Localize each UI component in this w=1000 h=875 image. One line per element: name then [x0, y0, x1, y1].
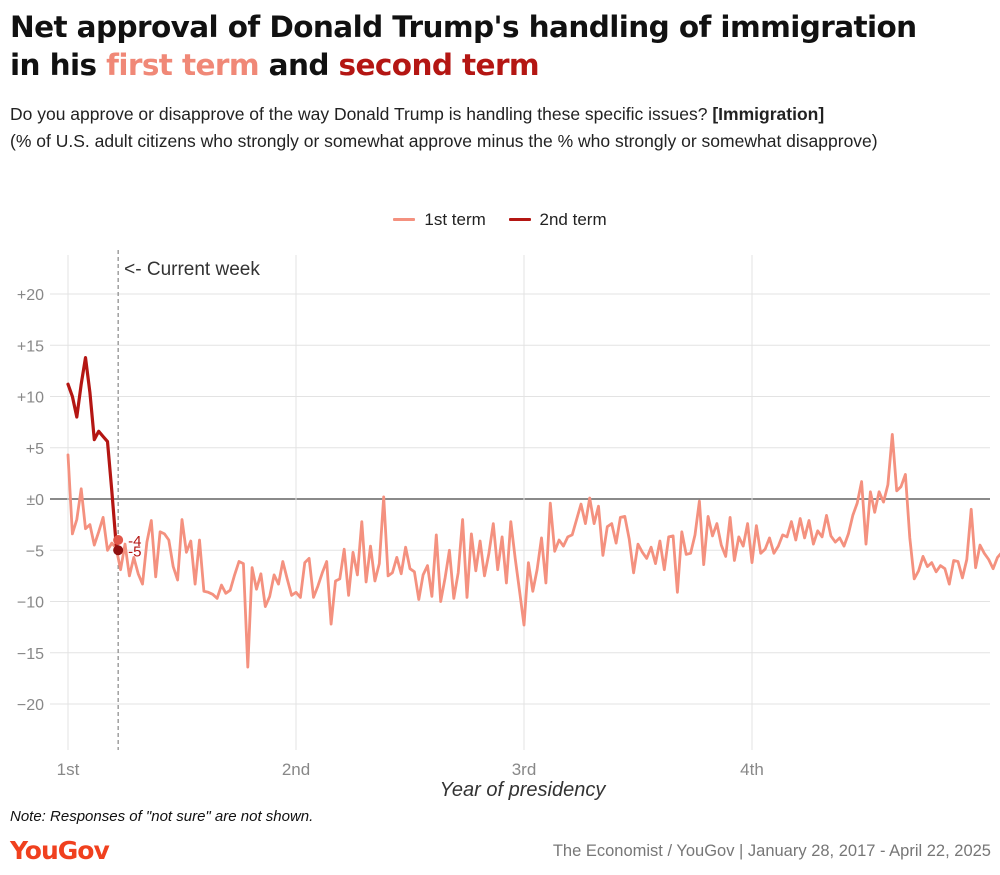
legend-item-1st-term: 1st term: [393, 209, 486, 230]
legend-label-2nd-term: 2nd term: [539, 209, 607, 229]
title-line2-mid: and: [258, 48, 339, 82]
yougov-logo: YouGov: [10, 836, 110, 865]
y-tick-label: +20: [17, 287, 44, 304]
y-tick-label: −20: [17, 697, 44, 714]
end-marker-2nd-term: [113, 545, 124, 556]
legend-swatch-2nd-term: [508, 218, 531, 221]
y-axis-ticks: +20 +15 +10 +5 ±0 −5 −10 −15 −20: [17, 287, 44, 714]
end-label-1st-term: -4: [128, 533, 141, 550]
legend-label-1st-term: 1st term: [424, 209, 486, 229]
y-tick-label: −10: [17, 595, 44, 612]
source-credit: The Economist / YouGov | January 28, 201…: [552, 842, 991, 860]
x-axis-label: Year of presidency: [439, 779, 606, 801]
gridlines: [50, 255, 990, 750]
legend-swatch-1st-term: [393, 218, 416, 221]
chart-title: Net approval of Donald Trump's handling …: [10, 8, 995, 84]
title-second-term: second term: [338, 48, 540, 82]
line-chart: +20 +15 +10 +5 ±0 −5 −10 −15 −20 1st 2nd 3rd 4th <-…: [17, 250, 1000, 775]
subtitle-issue: [Immigration]: [712, 104, 825, 124]
y-tick-label: ±0: [26, 492, 44, 509]
title-line1: Net approval of Donald Trump's handling …: [10, 10, 917, 44]
end-label-2nd-term: -5: [128, 543, 141, 560]
subtitle-definition: (% of U.S. adult citizens who strongly o…: [10, 131, 878, 151]
title-first-term: first term: [106, 48, 259, 82]
series-line-1st-term: [66, 433, 1000, 669]
x-tick-label: 4th: [740, 760, 764, 775]
x-tick-label: 2nd: [282, 760, 310, 775]
chart-subtitle: Do you approve or disapprove of the way …: [10, 101, 990, 155]
title-line2-prefix: in his: [10, 48, 107, 82]
legend-item-2nd-term: 2nd term: [508, 209, 607, 230]
y-tick-label: −15: [17, 646, 44, 663]
footnote: Note: Responses of "not sure" are not sh…: [10, 808, 314, 825]
current-week-label: <- Current week: [124, 259, 260, 280]
x-axis-ticks: 1st 2nd 3rd 4th: [57, 760, 764, 775]
y-tick-label: +5: [26, 441, 44, 458]
series-lines: [66, 356, 1000, 669]
y-tick-label: +15: [17, 338, 44, 355]
y-tick-label: −5: [26, 543, 44, 560]
x-tick-label: 3rd: [512, 760, 537, 775]
series-line-2nd-term: [66, 356, 118, 547]
subtitle-question: Do you approve or disapprove of the way …: [10, 104, 708, 124]
current-week-annotation: <- Current week: [117, 250, 260, 750]
end-markers: -4-5: [113, 533, 142, 560]
chart-legend: 1st term 2nd term: [0, 206, 1000, 230]
end-marker-1st-term: [113, 535, 124, 545]
x-tick-label: 1st: [57, 760, 80, 775]
y-tick-label: +10: [17, 390, 44, 407]
